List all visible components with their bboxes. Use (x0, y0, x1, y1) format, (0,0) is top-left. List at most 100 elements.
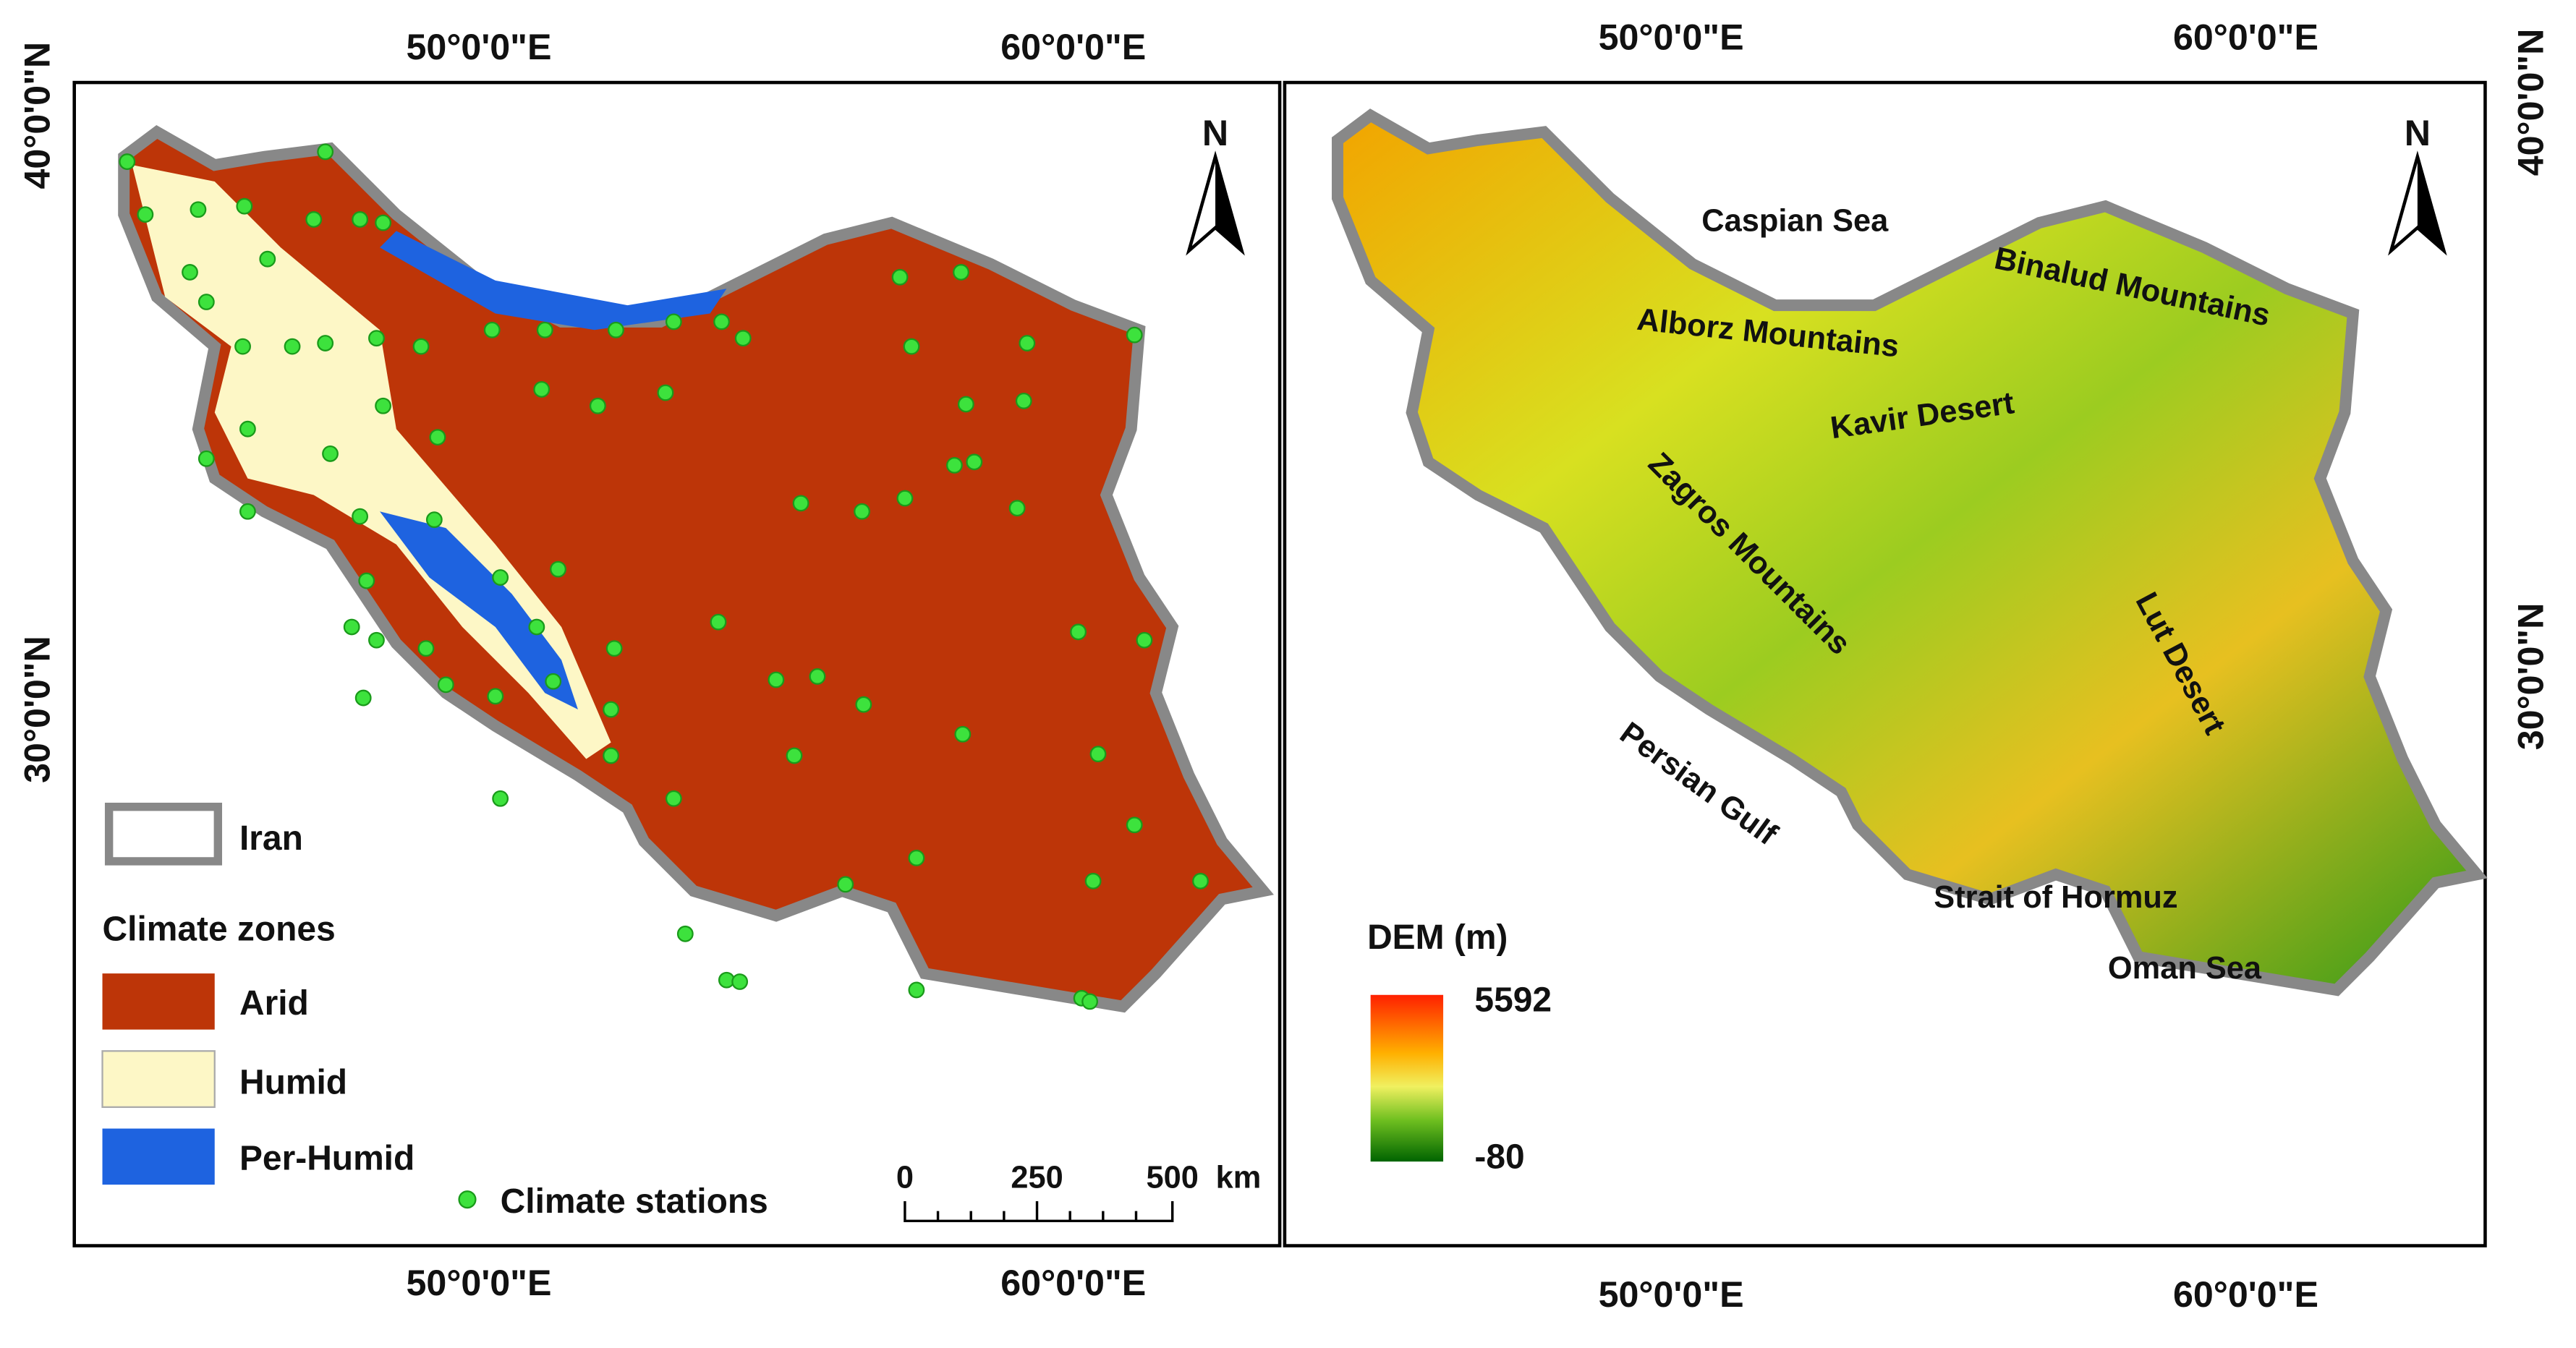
climate-station (1008, 500, 1026, 517)
climate-station (1089, 746, 1107, 763)
climate-station (603, 747, 620, 764)
scale-bar (904, 1200, 1174, 1223)
climate-station (786, 747, 803, 764)
climate-station (375, 397, 391, 414)
climate-station (1084, 872, 1102, 890)
climate-station (259, 250, 276, 268)
dem-surface (1338, 116, 2477, 990)
station-group (119, 143, 1209, 1010)
graticule-label: 50°0'0"E (1599, 1274, 1744, 1315)
climate-station (603, 701, 620, 718)
place-label: Caspian Sea (1701, 203, 1889, 238)
climate-station (236, 197, 253, 215)
climate-station (954, 725, 972, 743)
climate-station (1136, 631, 1153, 649)
climate-station (837, 876, 854, 893)
climate-station (492, 569, 509, 586)
climate-station (731, 973, 749, 990)
climate-station (657, 384, 674, 401)
dem-colorbar (1370, 994, 1444, 1162)
climate-station (608, 321, 624, 338)
climate-station (854, 503, 870, 520)
climate-station (317, 143, 334, 161)
climate-station (354, 689, 372, 707)
legend-label: Per-Humid (239, 1140, 415, 1178)
climate-station (665, 313, 682, 330)
north-label: N (1202, 113, 1228, 153)
climate-station (368, 330, 385, 347)
climate-station (908, 849, 925, 866)
graticule-label: 60°0'0"E (2173, 17, 2318, 57)
graticule-label: 60°0'0"E (1000, 1263, 1146, 1303)
left-frame (72, 80, 1282, 1247)
north-arrow (2417, 156, 2444, 251)
climate-station (1070, 623, 1087, 641)
legend-title: DEM (m) (1367, 918, 1508, 957)
climate-station (358, 572, 375, 589)
graticule-label: 60°0'0"E (1000, 27, 1146, 67)
perhumid-area (380, 511, 578, 710)
climate-station (412, 338, 430, 355)
scale-label: 500 (1147, 1161, 1199, 1195)
climate-station (605, 640, 623, 657)
legend-label: Iran (239, 819, 303, 858)
place-label: Strait of Hormuz (1934, 880, 2177, 915)
climate-station (945, 456, 963, 474)
climate-station (137, 206, 154, 223)
climate-station (190, 201, 207, 218)
climate-station (908, 981, 925, 999)
place-label: Oman Sea (2108, 951, 2262, 986)
climate-station (713, 313, 730, 330)
perhumid-area (380, 231, 727, 330)
graticule-label: 30°0'0"N (2510, 603, 2551, 751)
legend-min: -80 (1474, 1138, 1524, 1176)
climate-station (317, 335, 334, 351)
climate-station (545, 673, 562, 690)
climate-station (528, 618, 545, 636)
climate-station (966, 453, 983, 471)
legend-swatch (104, 802, 223, 866)
climate-station (896, 490, 914, 507)
climate-station (665, 790, 682, 807)
climate-station (239, 420, 256, 438)
climate-station (1126, 326, 1143, 344)
climate-station (536, 321, 553, 338)
right-frame (1283, 80, 2487, 1247)
climate-station (768, 671, 785, 688)
graticule-label: 50°0'0"E (1599, 17, 1744, 57)
graticule-label: 60°0'0"E (2173, 1274, 2318, 1315)
climate-station (352, 508, 369, 525)
legend-title: Climate zones (103, 910, 336, 948)
legend-label: Humid (239, 1064, 347, 1102)
climate-station (197, 450, 215, 467)
legend-max: 5592 (1474, 981, 1552, 1020)
graticule-label: 30°0'0"N (17, 636, 57, 783)
climate-station (792, 495, 809, 512)
graticule-label: 50°0'0"E (406, 1263, 551, 1303)
graticule-label: 50°0'0"E (406, 27, 551, 67)
climate-station (322, 445, 339, 462)
climate-station (352, 211, 369, 228)
climate-station (734, 330, 752, 347)
climate-station (533, 381, 551, 398)
climate-station (429, 429, 446, 446)
scale-label: 250 (1011, 1161, 1063, 1195)
climate-station (239, 503, 256, 520)
scale-label: 0 (896, 1161, 914, 1195)
climate-station (953, 264, 969, 281)
graticule-label: 40°0'0"N (17, 42, 57, 189)
climate-station (855, 696, 872, 713)
graticule-label: 40°0'0"N (2510, 29, 2551, 176)
climate-station (305, 211, 323, 228)
climate-station (550, 560, 566, 578)
climate-station (182, 264, 198, 281)
climate-station (437, 676, 454, 694)
climate-station (234, 338, 251, 355)
climate-station (676, 925, 694, 942)
climate-station (368, 631, 385, 649)
climate-station (589, 397, 606, 414)
north-label: N (2405, 113, 2431, 153)
legend-swatch (101, 1050, 216, 1109)
climate-station (483, 321, 501, 338)
